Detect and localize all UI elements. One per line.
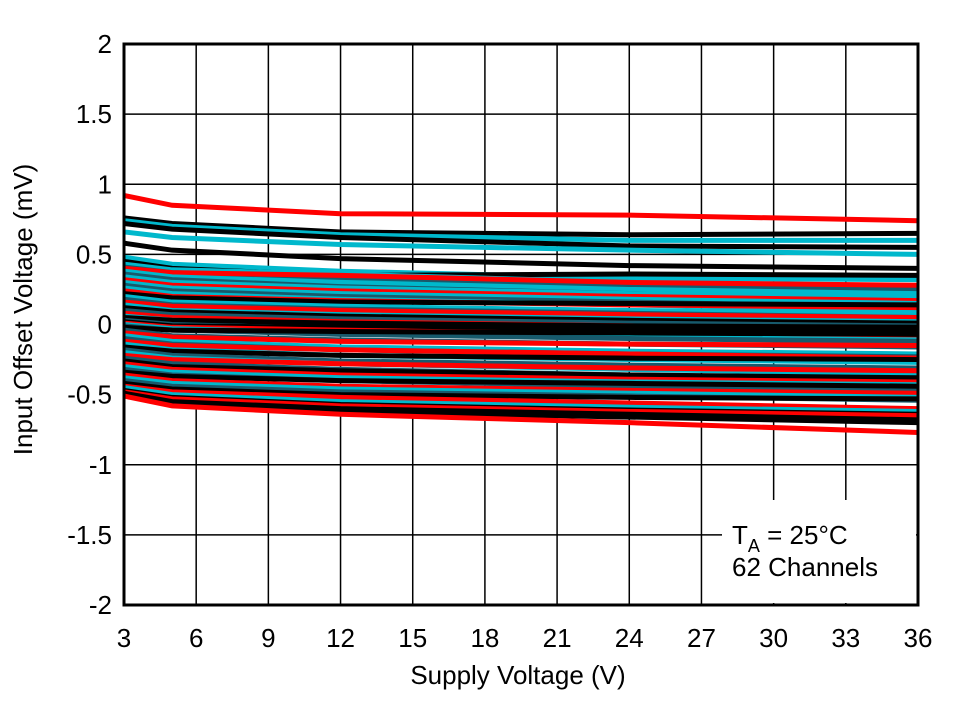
series-line-16: [123, 279, 919, 306]
y-tick-label: 1: [98, 169, 112, 199]
series-line-14: [123, 274, 919, 299]
series-line-2: [123, 215, 919, 238]
x-tick-label: 30: [759, 623, 788, 653]
series-line-15: [123, 277, 919, 304]
y-tick-label: -2: [89, 590, 112, 620]
series-line-4: [123, 221, 919, 250]
series-line-25: [123, 305, 919, 326]
series-line-38: [123, 333, 919, 357]
y-tick-labels: -2 -1.5 -1 -0.5 0 0.5 1 1.5 2: [67, 29, 112, 620]
series-line-23: [123, 299, 919, 320]
y-axis-label: Input Offset Voltage (mV): [8, 164, 38, 455]
series-line-52: [123, 372, 919, 396]
series-line-57: [123, 385, 919, 414]
x-tick-label: 12: [326, 623, 355, 653]
series-line-47: [123, 358, 919, 381]
y-tick-label: 0: [98, 310, 112, 340]
plot-frame: [122, 42, 920, 607]
y-tick-label: 0.5: [76, 239, 112, 269]
series-line-6: [123, 240, 919, 271]
x-tick-label: 3: [117, 623, 131, 653]
x-tick-labels: 3 6 9 12 15 18 21 24 27 30 33 36: [117, 623, 933, 653]
annotation: TA = 25°C 62 Channels: [722, 500, 916, 603]
series-line-43: [123, 347, 919, 371]
series-line-29: [123, 314, 919, 330]
x-tick-label: 24: [615, 623, 644, 653]
series-line-3: [123, 218, 918, 243]
series-line-7: [123, 254, 919, 283]
x-tick-label: 33: [831, 623, 860, 653]
series-line-21: [123, 293, 919, 316]
x-tick-label: 15: [398, 623, 427, 653]
series-line-62: [123, 393, 919, 435]
x-tick-label: 18: [470, 623, 499, 653]
series-line-53: [123, 375, 919, 400]
x-tick-label: 9: [261, 623, 275, 653]
annotation-t-sub: A: [748, 536, 760, 556]
annotation-background: [722, 500, 916, 603]
series-line-42: [123, 344, 919, 363]
annotation-t-symbol: T: [732, 520, 748, 550]
x-axis-label: Supply Voltage (V): [410, 660, 625, 690]
series-line-48: [123, 361, 919, 385]
series-line-40: [123, 338, 919, 361]
series-line-11: [123, 265, 919, 288]
annotation-t-rest: = 25°C: [760, 520, 848, 550]
series-line-45: [123, 352, 919, 374]
y-tick-label: -1: [89, 450, 112, 480]
series-line-1: [123, 193, 919, 224]
x-tick-label: 6: [189, 623, 203, 653]
series-line-51: [123, 369, 919, 389]
y-tick-label: -0.5: [67, 380, 112, 410]
annotation-channels: 62 Channels: [732, 552, 878, 582]
series-line-55: [123, 380, 919, 402]
series-line-5: [123, 229, 919, 257]
x-tick-label: 21: [543, 623, 572, 653]
annotation-temperature: TA = 25°C: [732, 520, 848, 556]
y-tick-label: -1.5: [67, 520, 112, 550]
series-line-12: [123, 268, 919, 297]
series-line-37: [123, 330, 919, 349]
series-lines: [123, 193, 919, 435]
y-tick-label: 1.5: [76, 99, 112, 129]
y-tick-label: 2: [98, 29, 112, 59]
x-tick-label: 36: [904, 623, 933, 653]
series-line-35: [123, 324, 919, 337]
series-line-20: [123, 291, 919, 308]
x-tick-label: 27: [687, 623, 716, 653]
